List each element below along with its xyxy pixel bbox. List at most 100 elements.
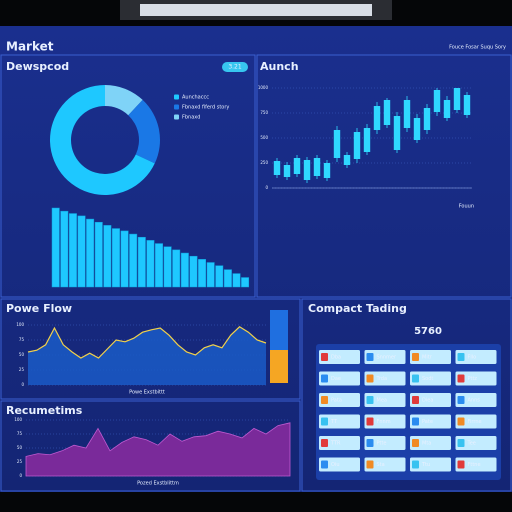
- bar: [94, 221, 103, 288]
- trade-icon: [412, 439, 419, 447]
- trade-label[interactable]: Firrne: [468, 419, 482, 425]
- trade-icon: [366, 439, 374, 447]
- trade-icon: [366, 417, 374, 426]
- trade-label[interactable]: Sodt: [422, 376, 433, 382]
- candle-body: [303, 160, 311, 180]
- trade-label[interactable]: Fnnm: [377, 419, 391, 425]
- y-tick-label: 75: [19, 337, 25, 342]
- trade-button[interactable]: [319, 414, 360, 429]
- trade-label[interactable]: Pttz: [468, 376, 478, 382]
- trade-label[interactable]: Oiu: [331, 462, 340, 468]
- trade-label[interactable]: Trda: [376, 376, 388, 382]
- header-links[interactable]: Fouce Fosar Suqu Sory: [449, 45, 506, 51]
- bar: [51, 207, 60, 288]
- trade-label[interactable]: Mea: [377, 398, 387, 404]
- panel: [0, 400, 301, 492]
- trade-button[interactable]: [455, 371, 497, 386]
- badge-bg: [222, 62, 248, 72]
- trade-label[interactable]: Anns: [468, 398, 481, 404]
- candle-body: [353, 132, 361, 159]
- donut-segment: [49, 85, 155, 196]
- trade-icon: [321, 417, 328, 426]
- trade-button[interactable]: [319, 436, 360, 450]
- trade-button[interactable]: [455, 350, 497, 364]
- y-tick-label: 25: [17, 459, 23, 464]
- candle-body: [363, 128, 371, 152]
- trade-button[interactable]: [364, 457, 406, 472]
- trade-button[interactable]: [410, 371, 451, 386]
- panel: [256, 54, 512, 298]
- trade-label[interactable]: Mitr: [422, 355, 433, 361]
- y-tick-label: 0: [19, 473, 22, 478]
- trade-icon: [457, 439, 465, 447]
- panel: [301, 298, 512, 492]
- panel-title: Aunch: [260, 60, 299, 73]
- trade-button[interactable]: [319, 393, 360, 407]
- candle-body: [373, 106, 381, 130]
- panel-title: Recumetims: [6, 404, 83, 417]
- line: [27, 326, 267, 359]
- side-bar: [270, 310, 288, 350]
- trade-button[interactable]: [364, 371, 406, 386]
- candle-body: [323, 163, 331, 178]
- price: 5760: [414, 326, 442, 337]
- y-tick-label: 25: [19, 367, 25, 372]
- bar: [172, 249, 181, 288]
- trade-label[interactable]: TTR: [330, 441, 341, 447]
- legend-swatch: [174, 114, 179, 120]
- bar: [137, 236, 146, 288]
- trade-icon: [366, 353, 374, 361]
- trade-label[interactable]: Tee: [467, 441, 476, 447]
- trade-button[interactable]: [455, 457, 497, 472]
- trade-button[interactable]: [455, 436, 497, 450]
- y-tick-label: 0: [21, 382, 24, 387]
- trade-icon: [366, 374, 374, 383]
- trade-icon: [321, 460, 328, 469]
- bar: [206, 262, 215, 288]
- y-tick-label: 50: [17, 445, 23, 450]
- trade-label[interactable]: Mta: [422, 441, 431, 447]
- candle-body: [403, 100, 411, 128]
- trade-label[interactable]: Diea: [422, 398, 433, 404]
- trade-label[interactable]: Dae: [331, 376, 341, 382]
- trade-label[interactable]: Fttne: [468, 462, 481, 468]
- candle-body: [313, 158, 321, 176]
- trade-label[interactable]: Ttu: [421, 462, 430, 468]
- trade-icon: [412, 374, 419, 383]
- trade-button[interactable]: [364, 436, 406, 450]
- y-tick-label: 750: [260, 110, 268, 115]
- trade-button[interactable]: [410, 457, 451, 472]
- trade-button[interactable]: [410, 350, 451, 364]
- trade-label[interactable]: Ptte: [377, 441, 387, 447]
- legend-swatch: [174, 104, 179, 110]
- trade-button[interactable]: [410, 393, 451, 407]
- trade-label[interactable]: TT: [330, 419, 338, 425]
- legend-label: Fouun: [459, 204, 474, 210]
- panel-title: Dewspcod: [6, 60, 69, 73]
- trade-label[interactable]: Fllo: [468, 355, 477, 361]
- trade-button[interactable]: [410, 414, 451, 429]
- candle-body: [413, 118, 421, 140]
- trade-label[interactable]: Pate: [422, 419, 433, 425]
- panel: [0, 298, 301, 400]
- bar: [215, 265, 224, 288]
- trade-button[interactable]: [455, 393, 497, 407]
- trade-button[interactable]: [364, 414, 406, 429]
- trade-icon: [457, 374, 465, 383]
- bar: [112, 228, 120, 288]
- trade-icon: [412, 460, 419, 469]
- trade-button[interactable]: [364, 350, 406, 364]
- y-tick-label: 500: [260, 135, 268, 140]
- legend-label: Aunchaccc: [182, 95, 209, 101]
- trade-button[interactable]: [410, 436, 451, 450]
- trade-button[interactable]: [364, 393, 406, 407]
- trade-label[interactable]: Sta: [377, 462, 385, 468]
- trade-button[interactable]: [319, 457, 360, 472]
- trade-button[interactable]: [319, 350, 360, 364]
- trade-button[interactable]: [319, 371, 360, 386]
- trade-button[interactable]: [455, 414, 497, 429]
- bar: [129, 233, 138, 288]
- trade-label[interactable]: Snnmer: [377, 355, 397, 361]
- trade-label[interactable]: Pata: [331, 398, 342, 404]
- trade-label[interactable]: Dba: [331, 355, 341, 361]
